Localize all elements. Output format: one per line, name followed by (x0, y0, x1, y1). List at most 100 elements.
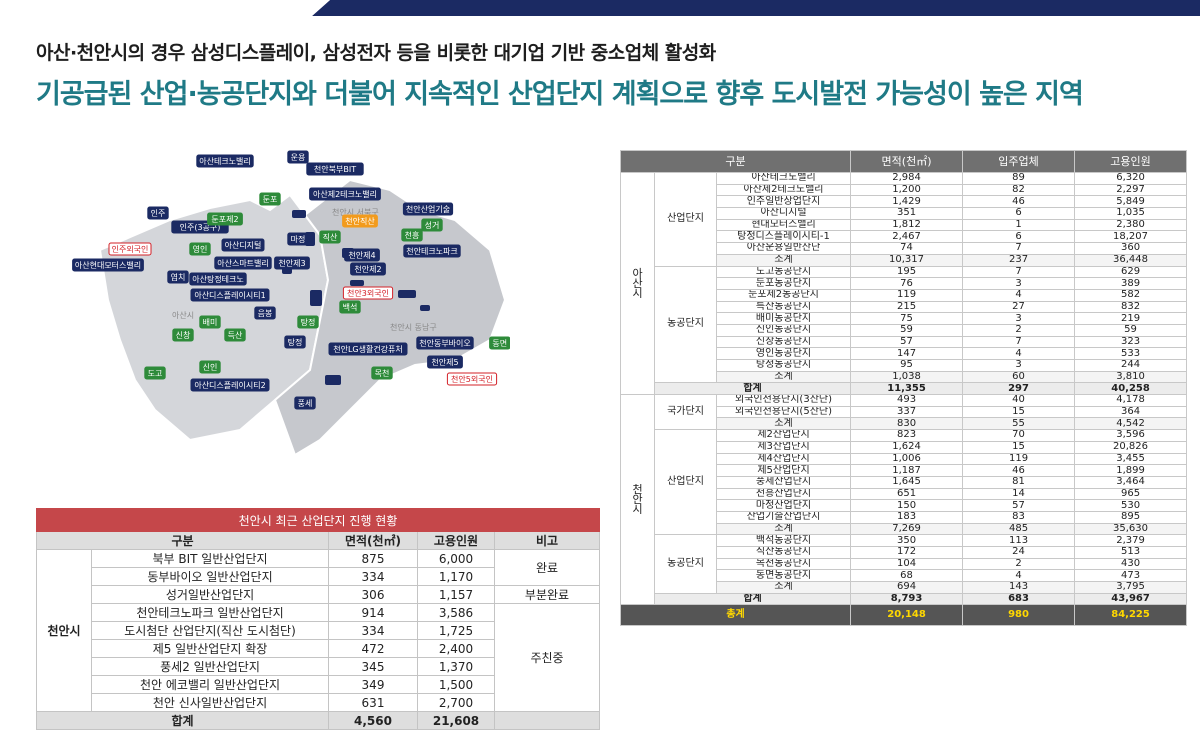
tenants-cell: 2 (962, 557, 1076, 571)
map-site-label-text: 천흥 (405, 230, 420, 240)
jobs-cell: 513 (1074, 546, 1188, 559)
tenants-cell: 82 (962, 183, 1076, 197)
table-row: 탕정디스플레이시티-1 2,467 6 18,207 (621, 230, 1188, 244)
total-tenants: 683 (962, 592, 1076, 606)
map-site-label-text: 신창 (176, 331, 191, 340)
table-row: 농공단지 도고농공단지 195 7 629 (621, 265, 1188, 384)
industrial-complex-map: 천안시 서북구 아산시 천안시 동남구 아산테크노밸리 운용 천안북부BIT 아산제2… (60, 140, 511, 470)
complex-name: 제5산업단지 (715, 464, 852, 477)
map-site-label: 천흥 (401, 228, 423, 242)
total-note (494, 711, 600, 730)
table-row: 농공단지 백석농공단지 350 113 2,379 (621, 534, 1188, 594)
map-site-label: 천안북부BIT (306, 162, 364, 176)
tenants-cell: 60 (962, 370, 1076, 384)
area-cell: 2,984 (850, 172, 964, 185)
project-name: 천안테크노파크 일반산업단지 (91, 603, 329, 622)
tenants-cell: 70 (962, 429, 1076, 442)
jobs-cell: 364 (1074, 405, 1188, 419)
complex-name: 배미농공단지 (715, 312, 852, 325)
tenants-cell: 46 (962, 464, 1076, 477)
tenants-cell: 485 (962, 522, 1076, 536)
map-site-label-text: 성거 (425, 221, 440, 230)
jobs-cell: 582 (1074, 288, 1188, 302)
table-row: 둔포제2농공단지 119 4 582 (621, 288, 1188, 302)
grand-total-tenants: 980 (962, 604, 1076, 627)
map-site-label: 천안직산 (342, 214, 378, 228)
area-cell: 119 (850, 288, 964, 302)
jobs-cell: 1,500 (417, 675, 495, 694)
area-cell: 334 (328, 621, 418, 640)
note-cell: 부분완료 (494, 585, 600, 604)
map-site-label: 아산제2테크노밸리 (309, 187, 381, 201)
area-cell: 1,812 (850, 218, 964, 232)
complex-name: 인주일반상업단지 (715, 195, 852, 209)
jobs-cell: 1,170 (417, 567, 495, 586)
map-site-label-text: 아산제2테크노밸리 (313, 189, 377, 199)
complex-name: 아산운용일반산단 (715, 242, 852, 255)
complex-name: 마정산업단지 (715, 499, 852, 512)
tenants-cell: 40 (962, 394, 1076, 407)
complex-name: 영인농공단지 (715, 347, 852, 360)
map-site-label-text: 천안동부바이오 (419, 338, 471, 348)
table-row: 아 산 시 산업단지 아산테크노밸리 2,984 89 6,320 (620, 171, 1188, 396)
map-site-label: 탕정 (284, 335, 306, 349)
complex-name: 아산디지털 (715, 207, 852, 220)
area-cell: 95 (850, 359, 964, 372)
jobs-cell: 1,157 (417, 585, 495, 604)
tenants-cell: 143 (962, 581, 1076, 594)
tenants-cell: 2 (962, 323, 1076, 337)
area-cell: 74 (850, 242, 964, 255)
map-site-label-text: 천안3외국인 (347, 288, 389, 298)
headline-subtitle: 아산·천안시의 경우 삼성디스플레이, 삼성전자 등을 비롯한 대기업 기반 중… (36, 42, 716, 64)
complex-name: 제4산업단지 (715, 452, 852, 466)
jobs-cell: 323 (1074, 335, 1188, 349)
map-site-label: 아산탕정테크노 (189, 272, 247, 286)
area-cell: 2,467 (850, 230, 964, 244)
area-cell: 472 (328, 639, 418, 658)
area-cell: 59 (850, 323, 964, 337)
jobs-cell: 36,448 (1074, 253, 1188, 267)
area-cell: 1,187 (850, 464, 964, 477)
tenants-cell: 46 (962, 195, 1076, 209)
map-site-label: 천안제3 (274, 256, 310, 270)
total-jobs: 40,258 (1074, 382, 1188, 396)
complex-name: 풍세산업단지 (715, 475, 852, 489)
map-site-label: 탕정 (297, 315, 319, 329)
tenants-cell: 1 (962, 218, 1076, 232)
total-label: 합계 (36, 711, 329, 730)
jobs-cell: 1,725 (417, 621, 495, 640)
headline-title: 기공급된 산업·농공단지와 더불어 지속적인 산업단지 계획으로 향후 도시발전… (36, 79, 1084, 110)
jobs-cell: 20,826 (1074, 440, 1188, 454)
area-cell: 1,200 (850, 183, 964, 197)
table-row: 직산농공단지 172 24 513 (621, 546, 1188, 559)
map-site-label-text: 천안직산 (345, 216, 375, 226)
map-site-label-text: 천안산업기술 (406, 204, 450, 214)
jobs-cell: 3,455 (1074, 452, 1188, 466)
complex-name: 신인농공단지 (715, 323, 852, 337)
map-site-label: 운용 (287, 150, 309, 164)
col-header: 입주업체 (962, 150, 1076, 173)
tenants-cell: 7 (962, 242, 1076, 255)
area-cell: 631 (328, 693, 418, 712)
map-site-label-text: 천안북부BIT (314, 164, 356, 174)
jobs-cell: 59 (1074, 323, 1188, 337)
area-cell: 1,624 (850, 440, 964, 454)
table-row: 합계 11,355 297 40,258 (621, 382, 1188, 396)
area-cell: 7,269 (850, 522, 964, 536)
complex-name: 목천농공단지 (715, 557, 852, 571)
jobs-cell: 18,207 (1074, 230, 1188, 244)
area-cell: 1,645 (850, 475, 964, 489)
cheonan-progress-table: 천안시 최근 산업단지 진행 현황 구분 면적(천㎡) 고용인원 비고 천안시 … (36, 508, 600, 730)
tenants-cell: 119 (962, 452, 1076, 466)
project-name: 동부바이오 일반산업단지 (91, 567, 329, 586)
jobs-cell: 895 (1074, 510, 1188, 524)
jobs-cell: 2,380 (1074, 218, 1188, 232)
jobs-cell: 832 (1074, 300, 1188, 314)
tenants-cell: 14 (962, 487, 1076, 501)
table-row: 둔포농공단지 76 3 389 (621, 277, 1188, 290)
group-cell: 국가단지 (654, 394, 717, 431)
complex-name: 소계 (715, 581, 852, 594)
total-label: 합계 (653, 382, 852, 396)
jobs-cell: 219 (1074, 312, 1188, 325)
map-site-label-text: 음봉 (258, 309, 273, 318)
